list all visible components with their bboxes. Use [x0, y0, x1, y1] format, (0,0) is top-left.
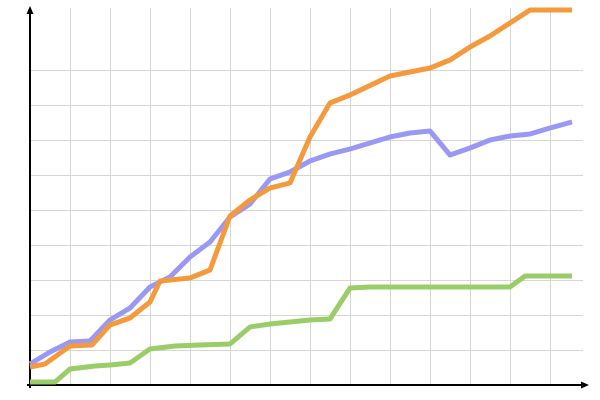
- chart-axes: [26, 6, 589, 389]
- x-axis-arrow-icon: [581, 381, 589, 389]
- y-axis-arrow-icon: [26, 6, 34, 14]
- series-line-orange: [29, 7, 572, 370]
- data-series-layer: [28, 7, 573, 385]
- series-line-green: [30, 273, 572, 385]
- series-line-purple: [28, 119, 573, 367]
